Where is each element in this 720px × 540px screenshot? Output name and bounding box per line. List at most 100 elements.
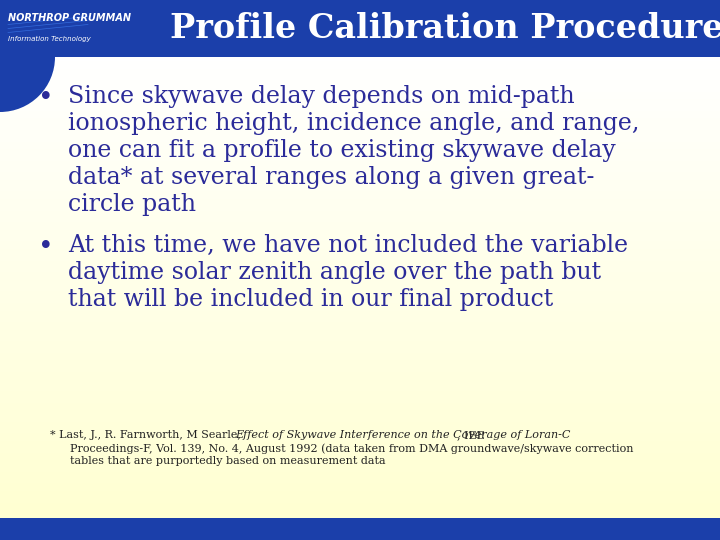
Bar [0, 111, 720, 114]
Bar [0, 430, 720, 434]
Bar [0, 318, 720, 322]
Bar [0, 287, 720, 292]
Bar [0, 310, 720, 314]
Text: Profile Calibration Procedure (Cont’d): Profile Calibration Procedure (Cont’d) [170, 12, 720, 45]
Bar [0, 76, 720, 80]
Bar [0, 292, 720, 295]
Bar [0, 456, 720, 461]
Bar [0, 214, 720, 218]
Bar [0, 356, 720, 361]
Text: Since skywave delay depends on mid-path: Since skywave delay depends on mid-path [68, 85, 575, 108]
Bar [0, 211, 720, 214]
Bar [0, 92, 720, 96]
Text: that will be included in our final product: that will be included in our final produ… [68, 288, 553, 311]
Bar [0, 153, 720, 157]
Bar [0, 441, 720, 445]
Bar [0, 407, 720, 410]
Bar [0, 368, 720, 372]
Bar [0, 410, 720, 414]
Bar [0, 487, 720, 491]
Bar [0, 138, 720, 141]
Bar [0, 161, 720, 165]
Bar [0, 226, 720, 230]
Text: At this time, we have not included the variable: At this time, we have not included the v… [68, 234, 628, 257]
Text: * Last, J., R. Farnworth, M Searle,: * Last, J., R. Farnworth, M Searle, [50, 430, 244, 440]
Bar [0, 434, 720, 437]
Bar [0, 295, 720, 299]
Bar [0, 403, 720, 407]
Bar [0, 245, 720, 249]
Text: tables that are purportedly based on measurement data: tables that are purportedly based on mea… [70, 456, 386, 466]
Bar [0, 422, 720, 426]
Bar [0, 361, 720, 365]
Bar [0, 491, 720, 495]
Bar [0, 234, 720, 238]
Bar [0, 495, 720, 499]
Bar [0, 514, 720, 518]
Text: one can fit a profile to existing skywave delay: one can fit a profile to existing skywav… [68, 139, 616, 162]
Bar [0, 0, 720, 57]
Bar [0, 87, 720, 92]
Bar [0, 265, 720, 268]
Bar [0, 96, 720, 99]
Bar [0, 126, 720, 130]
Bar [0, 114, 720, 118]
Bar [0, 395, 720, 399]
Text: •: • [38, 234, 53, 259]
Text: Information Technology: Information Technology [8, 36, 91, 42]
Bar [0, 437, 720, 441]
Bar [0, 207, 720, 211]
Bar [0, 303, 720, 307]
Bar [0, 157, 720, 161]
Bar [0, 218, 720, 222]
Bar [0, 461, 720, 464]
Bar [0, 145, 720, 149]
Bar [0, 261, 720, 265]
Bar [0, 480, 720, 483]
Bar [0, 180, 720, 184]
Bar [0, 391, 720, 395]
Bar [0, 107, 720, 111]
Bar [0, 445, 720, 449]
Bar [0, 518, 720, 540]
Text: ionospheric height, incidence angle, and range,: ionospheric height, incidence angle, and… [68, 112, 639, 135]
Bar [0, 222, 720, 226]
Bar [0, 141, 720, 145]
Text: , IEE: , IEE [457, 430, 485, 440]
Bar [0, 149, 720, 153]
Bar [0, 134, 720, 138]
Bar [0, 84, 720, 87]
Bar [0, 341, 720, 345]
Bar [0, 414, 720, 418]
Bar [0, 195, 720, 199]
Bar [0, 249, 720, 253]
Bar [0, 353, 720, 356]
Bar [0, 426, 720, 430]
Bar [0, 272, 720, 276]
Bar [0, 203, 720, 207]
Bar [0, 276, 720, 280]
Bar [0, 130, 720, 134]
Bar [0, 103, 720, 107]
Bar [0, 65, 720, 69]
Bar [0, 345, 720, 349]
Bar [0, 280, 720, 284]
Text: Effect of Skywave Interference on the Coverage of Loran-C: Effect of Skywave Interference on the Co… [235, 430, 570, 440]
Bar [0, 238, 720, 241]
Bar [0, 326, 720, 330]
Bar [0, 80, 720, 84]
Bar [0, 507, 720, 510]
Bar [0, 187, 720, 192]
Bar [0, 69, 720, 72]
Bar [0, 61, 720, 65]
Bar [0, 330, 720, 334]
Bar [0, 241, 720, 245]
Text: NORTHROP GRUMMAN: NORTHROP GRUMMAN [8, 14, 131, 23]
Bar [0, 499, 720, 503]
Text: data* at several ranges along a given great-: data* at several ranges along a given gr… [68, 166, 595, 189]
Bar [0, 268, 720, 272]
Bar [0, 307, 720, 310]
Bar [0, 192, 720, 195]
Bar [0, 503, 720, 507]
Bar [0, 387, 720, 391]
